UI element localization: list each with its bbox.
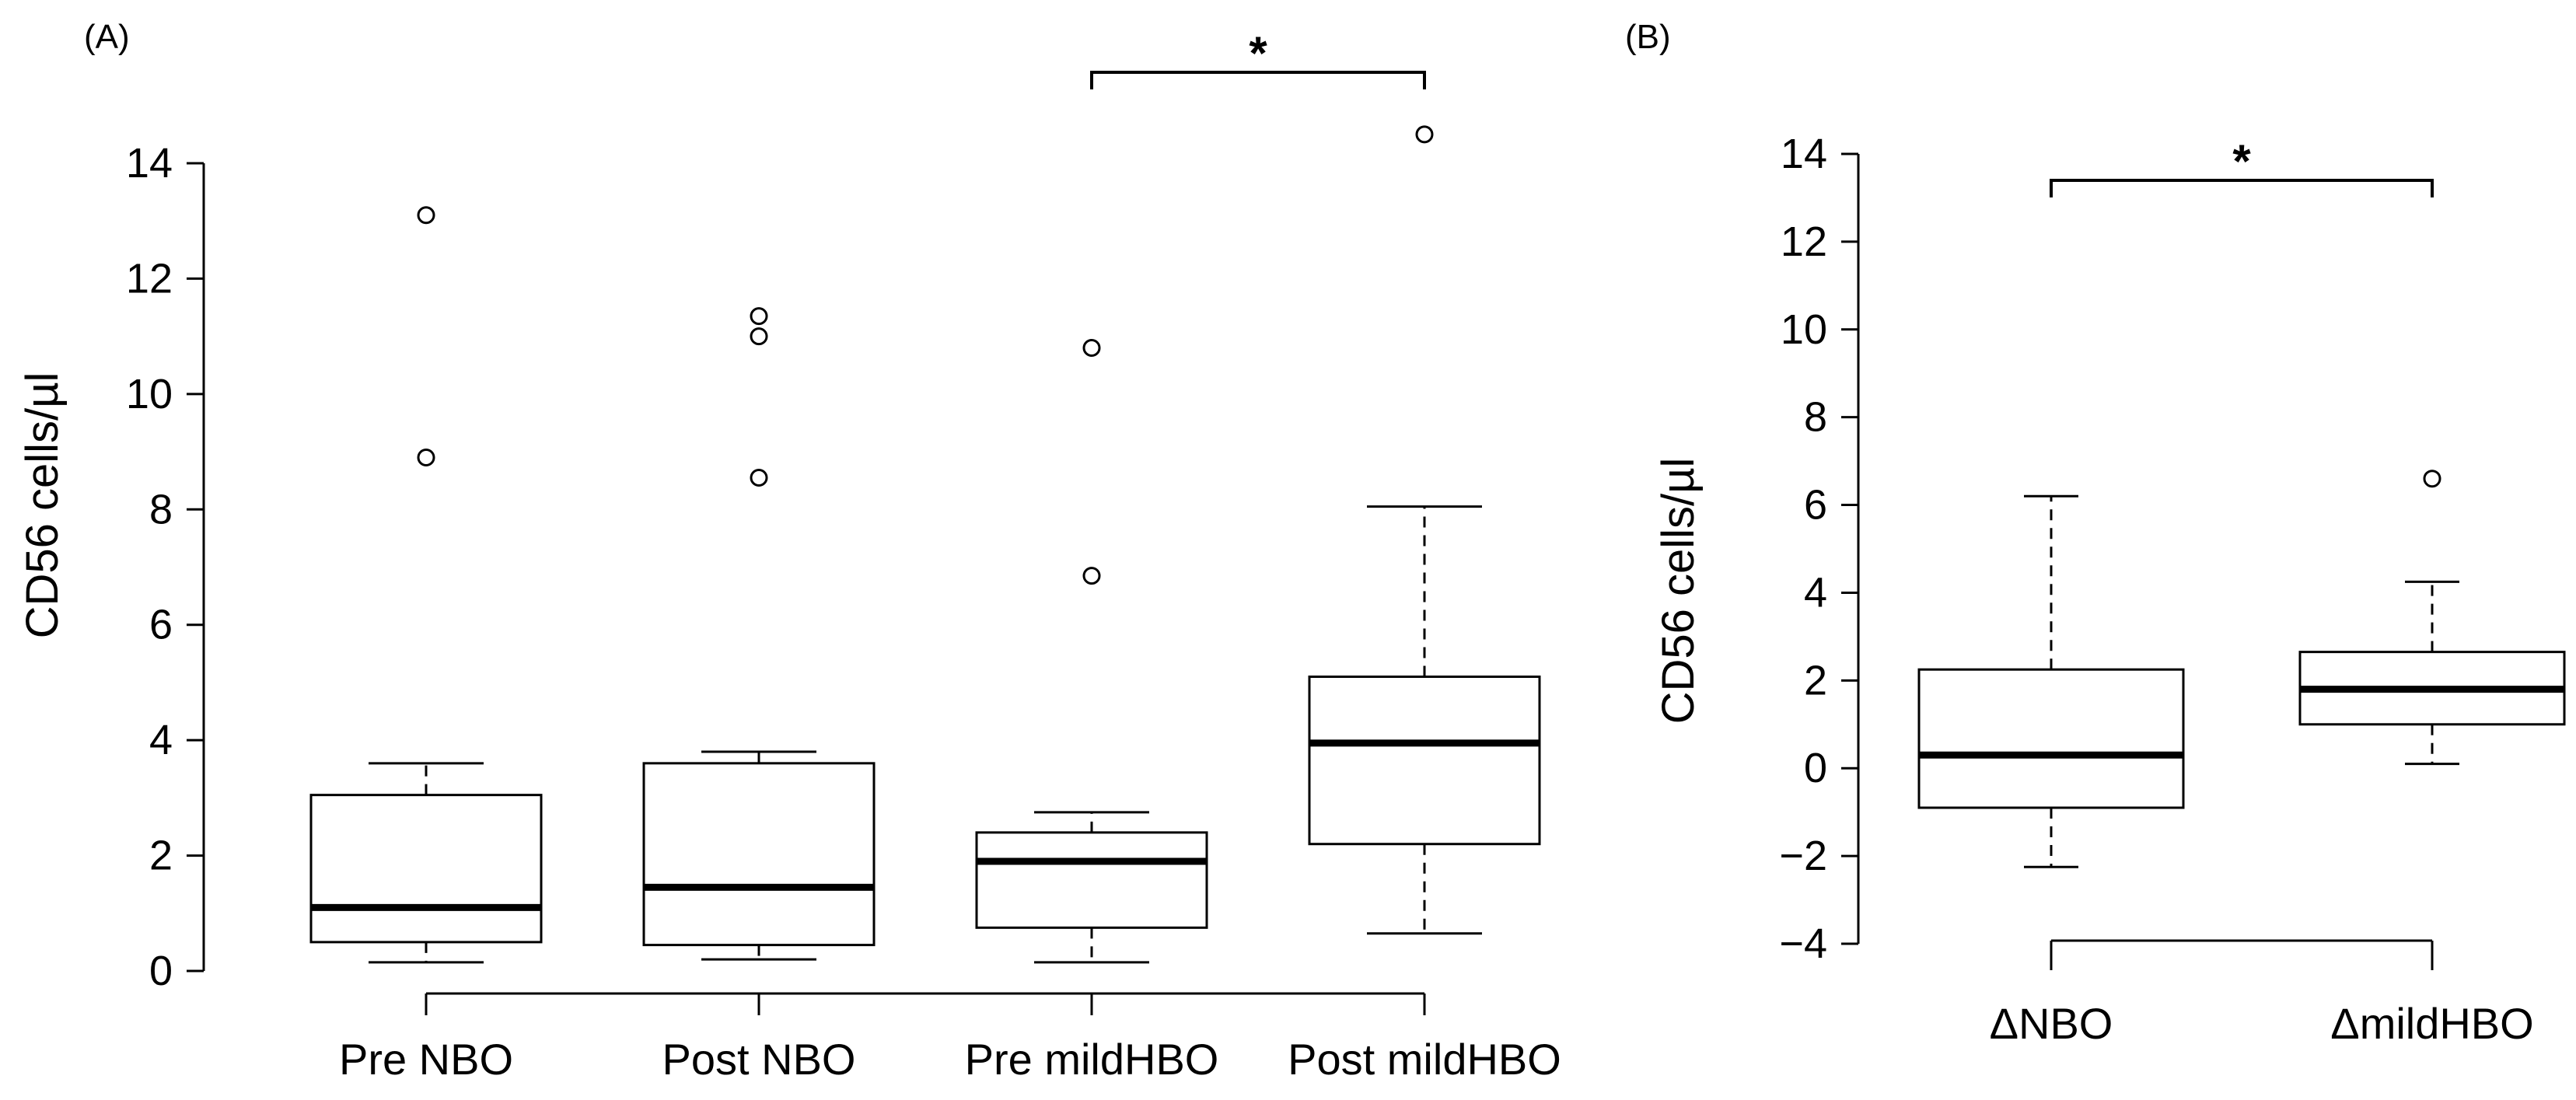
y-tick-label: 10 — [1781, 306, 1827, 353]
panel-a-boxes — [309, 125, 1541, 964]
y-tick-label: 2 — [1804, 657, 1827, 704]
outlier-point — [750, 307, 768, 326]
panel-a-y-axis-title: CD56 cells/µl — [17, 372, 68, 639]
outlier-point — [1082, 567, 1101, 585]
y-tick-label: 12 — [126, 255, 173, 302]
significance-star: * — [2232, 135, 2251, 187]
panel-a-x-axis: Pre NBO Post NBO Pre mildHBO Post mildHBO — [339, 992, 1561, 1084]
significance-bracket — [2050, 179, 2434, 197]
panel-a: (A) CD56 cells/µl 0 2 4 6 8 10 12 14 Pre NBO Pos… — [17, 18, 1561, 1084]
outlier-point — [417, 448, 435, 466]
y-tick-label: −4 — [1779, 920, 1827, 967]
y-tick-label: 0 — [149, 948, 173, 994]
panel-b-label: (B) — [1625, 18, 1671, 56]
outlier-point — [750, 468, 768, 487]
x-tick-label: ΔmildHBO — [2330, 999, 2533, 1048]
x-tick-label: Post mildHBO — [1288, 1035, 1561, 1084]
y-tick-label: −2 — [1779, 833, 1827, 879]
x-tick-label: Post NBO — [662, 1035, 856, 1084]
panel-b-y-axis-title: CD56 cells/µl — [1653, 458, 1704, 725]
y-tick-label: 14 — [1781, 131, 1827, 177]
y-tick-label: 6 — [149, 602, 173, 648]
box — [642, 762, 876, 947]
y-tick-label: 4 — [1804, 569, 1827, 616]
y-tick-label: 6 — [1804, 482, 1827, 529]
panel-a-y-axis: 0 2 4 6 8 10 12 14 — [126, 140, 205, 994]
y-tick-label: 4 — [149, 717, 173, 763]
x-tick-label: ΔNBO — [1990, 999, 2113, 1048]
y-tick-label: 8 — [1804, 394, 1827, 441]
x-tick-label: Pre NBO — [339, 1035, 513, 1084]
y-tick-label: 0 — [1804, 745, 1827, 791]
box-group — [642, 307, 876, 961]
outlier-point — [2423, 470, 2441, 488]
y-tick-label: 10 — [126, 371, 173, 417]
panel-b-y-axis: −4 −2 0 2 4 6 8 10 12 14 — [1779, 131, 1860, 967]
box-group — [975, 338, 1208, 964]
box — [1917, 668, 2185, 809]
significance-star: * — [1249, 27, 1267, 79]
y-tick-label: 12 — [1781, 218, 1827, 265]
x-tick-label: Pre mildHBO — [965, 1035, 1219, 1084]
outlier-point — [417, 206, 435, 225]
panel-b: (B) CD56 cells/µl −4 −2 0 2 4 6 8 10 12 14 ΔNBO Δm… — [1625, 18, 2566, 1048]
box — [975, 831, 1208, 929]
panel-b-x-axis: ΔNBO ΔmildHBO — [1990, 939, 2534, 1048]
outlier-point — [1082, 338, 1101, 357]
box — [1308, 676, 1541, 846]
y-tick-label: 14 — [126, 140, 173, 187]
y-tick-label: 8 — [149, 486, 173, 533]
box — [309, 794, 543, 944]
panel-b-boxes — [1917, 470, 2566, 868]
panel-a-significance: * — [1090, 27, 1426, 89]
box-group — [2298, 470, 2566, 766]
box-group — [1917, 494, 2185, 868]
panel-a-label: (A) — [84, 18, 130, 56]
significance-bracket — [1090, 71, 1426, 89]
outlier-point — [750, 327, 768, 346]
box-group — [309, 206, 543, 964]
y-tick-label: 2 — [149, 833, 173, 879]
box-group — [1308, 125, 1541, 935]
outlier-point — [1415, 125, 1434, 144]
panel-b-significance: * — [2050, 135, 2434, 197]
